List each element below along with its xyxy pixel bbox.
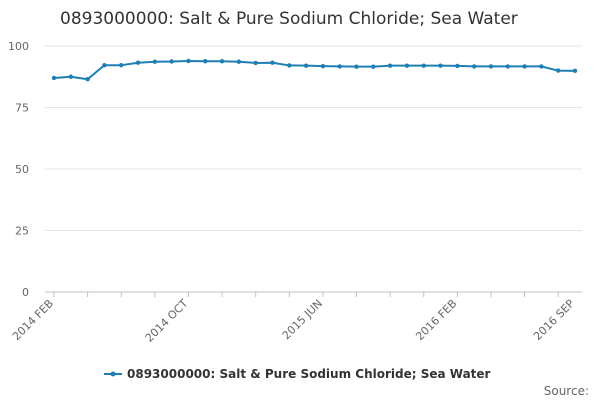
data-point[interactable] [152,59,158,64]
data-point[interactable] [119,62,124,68]
data-point[interactable] [337,64,342,69]
data-point[interactable] [85,77,90,82]
y-tick-label: 25 [15,225,29,238]
data-point[interactable] [203,59,208,64]
series-line [53,60,576,81]
data-point[interactable] [169,59,174,64]
data-point[interactable] [303,63,309,68]
data-point[interactable] [505,64,510,69]
data-point[interactable] [253,60,258,66]
data-point[interactable] [51,75,57,81]
data-point[interactable] [522,64,527,69]
data-point[interactable] [438,63,443,68]
y-tick-label: 100 [8,40,29,53]
data-point[interactable] [471,64,477,69]
x-tick-label: 2016 FEB [413,297,459,343]
x-tick-label: 2014 FEB [10,297,56,343]
y-axis-tick-labels: 0 25 50 75 100 [8,40,29,299]
data-point[interactable] [135,60,141,65]
x-axis-tick-labels: 2014 FEB 2014 OCT 2015 JUN 2016 FEB 2016 SEP [10,297,577,345]
data-point[interactable] [455,63,460,69]
data-point[interactable] [404,63,410,68]
data-point[interactable] [102,62,107,68]
data-point[interactable] [186,58,191,64]
data-point[interactable] [572,68,578,74]
data-point[interactable] [387,63,393,68]
data-point[interactable] [236,59,242,64]
legend-label: 0893000000: Salt & Pure Sodium Chloride;… [127,367,491,381]
data-point[interactable] [320,63,326,69]
source-label: Source: [544,384,589,398]
series-group [51,58,578,82]
data-point[interactable] [219,59,225,64]
legend-marker-swatch [110,371,116,377]
x-tick-label: 2014 OCT [143,297,191,345]
chart-title: 0893000000: Salt & Pure Sodium Chloride;… [60,9,518,29]
y-tick-label: 75 [15,102,29,115]
y-tick-label: 0 [22,286,29,299]
data-point[interactable] [371,64,376,69]
x-axis-tick-marks [53,292,559,297]
x-tick-label: 2016 SEP [531,297,577,343]
data-point[interactable] [539,64,544,69]
y-gridlines [45,45,582,231]
x-tick-label: 2015 JUN [280,297,325,342]
data-point[interactable] [354,64,359,69]
data-point[interactable] [68,74,74,79]
y-tick-label: 50 [15,163,29,176]
legend[interactable]: 0893000000: Salt & Pure Sodium Chloride;… [104,367,491,381]
data-point[interactable] [488,64,494,69]
data-point[interactable] [421,63,426,68]
data-point[interactable] [287,63,292,68]
data-point[interactable] [270,60,275,65]
data-point[interactable] [555,68,561,73]
